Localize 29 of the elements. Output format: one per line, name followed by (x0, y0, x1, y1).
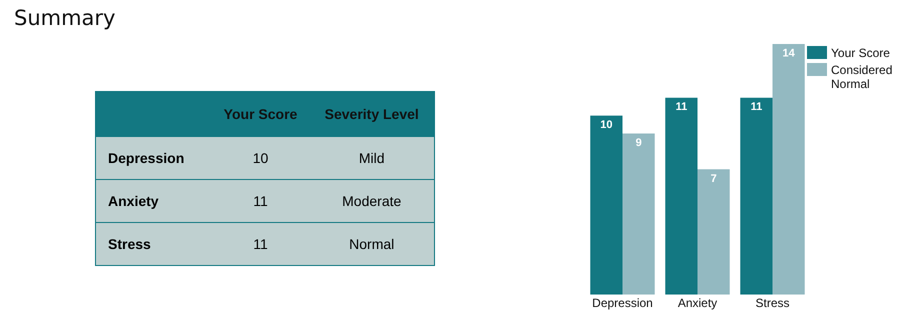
x-tick-label: Anxiety (678, 296, 718, 310)
data-label: 11 (676, 101, 688, 114)
data-label: Mild (309, 136, 434, 180)
legend-label: Your Score (831, 46, 891, 60)
bar (665, 98, 698, 295)
text: Summary (14, 6, 116, 30)
text: Severity Level (309, 92, 434, 136)
data-label: 14 (782, 48, 796, 60)
data-label: 7 (710, 172, 717, 185)
bar (698, 169, 730, 295)
bar (622, 134, 655, 295)
data-label: Moderate (309, 180, 434, 222)
bar (772, 44, 805, 295)
category-label: Anxiety (96, 180, 212, 222)
category-label: Depression (96, 136, 212, 180)
bar (590, 116, 622, 295)
bar (740, 98, 772, 295)
series-label: Your Score (212, 92, 310, 136)
legend-label: Considered Normal (831, 63, 894, 91)
x-tick-label: Stress (755, 296, 790, 310)
data-label: 11 (212, 222, 310, 266)
data-label: 11 (750, 101, 762, 114)
data-label: Normal (309, 222, 434, 266)
data-label: 10 (212, 136, 310, 180)
category-label: Stress (96, 222, 212, 266)
data-label: 11 (212, 180, 310, 222)
x-tick-label: Depression (592, 296, 653, 310)
data-label: 9 (636, 137, 642, 150)
data-label: 10 (600, 119, 612, 132)
